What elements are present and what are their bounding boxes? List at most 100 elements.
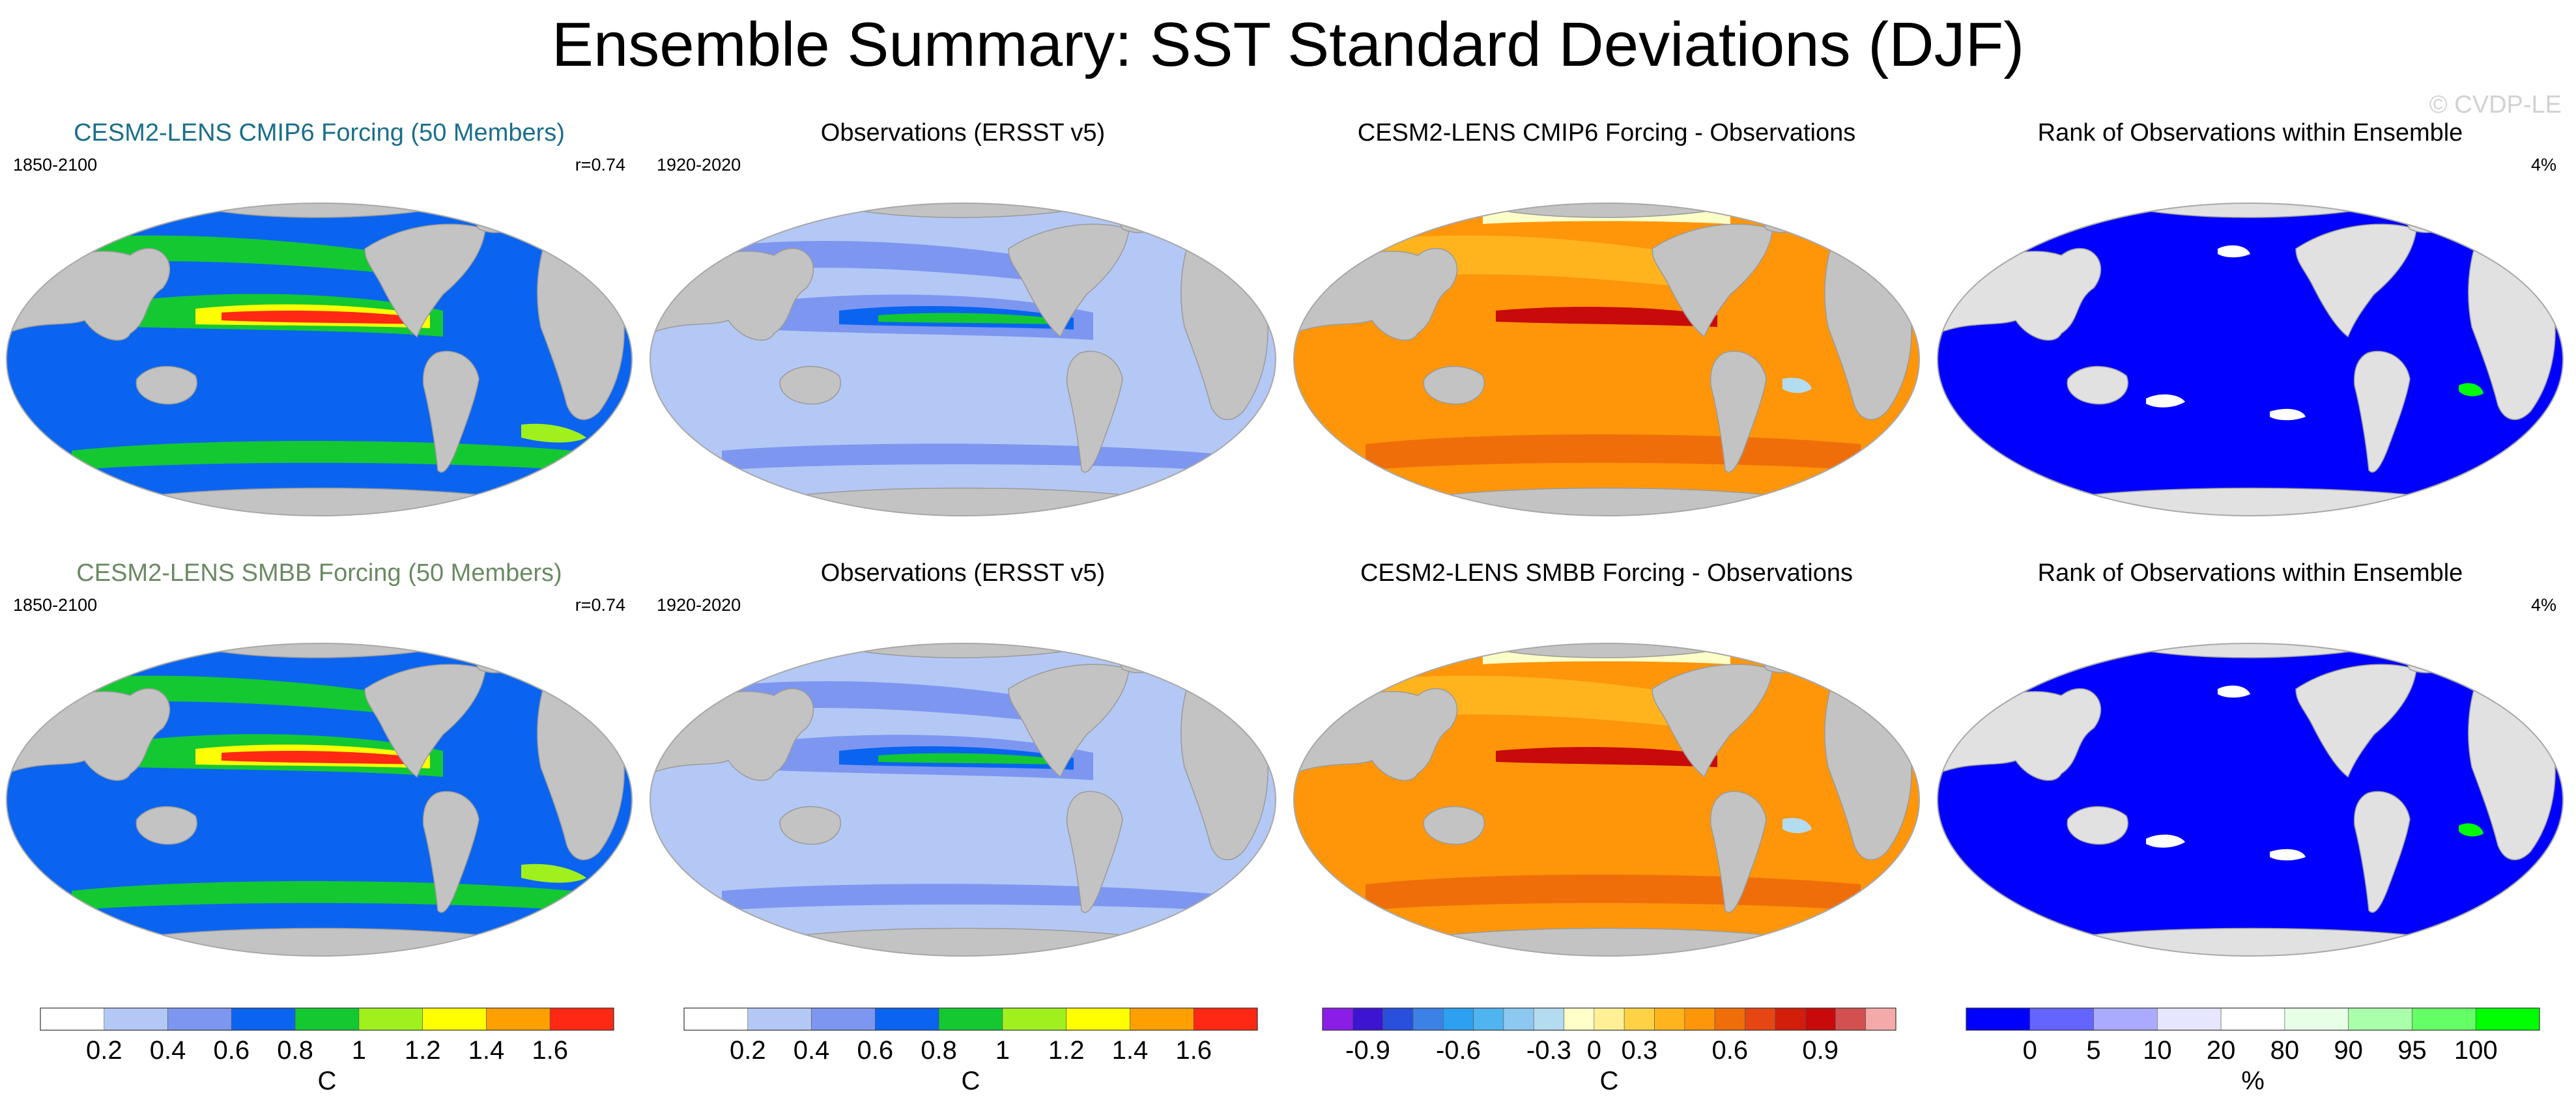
patch-white-2: [2270, 849, 2306, 861]
land-australia: [2067, 365, 2128, 405]
panel-title: Observations (ERSST v5): [820, 119, 1106, 147]
map-content: [1294, 203, 1919, 516]
map-obs-1: [650, 203, 1276, 516]
colorbar-tick-label: 95: [2397, 1036, 2427, 1065]
globe-outline: [650, 203, 1276, 516]
globe-outline: [1293, 203, 1920, 516]
colorbar-segment: [1352, 1007, 1383, 1031]
land-north-america: [2295, 664, 2417, 778]
panel-model-smbb: CESM2-LENS SMBB Forcing (50 Members) 185…: [0, 559, 638, 1002]
colorbar-rank-svg: 0 5 10 20 80 90 95 100: [1966, 1007, 2540, 1065]
colorbar-model-svg: 0.2 0.4 0.6 0.8 1 1.2 1.4 1.6: [40, 1007, 614, 1065]
colorbar-tick-label: 0: [2023, 1036, 2037, 1065]
colorbar-segment: [1002, 1007, 1066, 1031]
panel-title: Rank of Observations within Ensemble: [2037, 559, 2463, 587]
colorbar-segment: [40, 1007, 105, 1031]
colorbar-segment: [2157, 1007, 2222, 1031]
colorbar-tick-label: 0.6: [1711, 1036, 1748, 1065]
colorbar-obs-svg: 0.2 0.4 0.6 0.8 1 1.2 1.4 1.6: [683, 1007, 1258, 1065]
land-south-america: [1710, 350, 1767, 473]
colorbar-obs: 0.2 0.4 0.6 0.8 1 1.2 1.4 1.6 C: [683, 1007, 1258, 1106]
colorbar-segment: [1503, 1007, 1534, 1031]
colorbar-segment: [1066, 1007, 1130, 1031]
colorbar-segment: [1322, 1007, 1353, 1031]
map-content: [7, 643, 632, 956]
colorbar-segment: [167, 1007, 232, 1031]
land-antarctica: [102, 927, 536, 956]
land-south-america: [422, 350, 479, 473]
land-antarctica: [2033, 487, 2467, 516]
land-south-america: [1066, 350, 1123, 473]
band-enso-red: [222, 310, 423, 324]
colorbar-tick-label: 1.6: [1175, 1036, 1212, 1065]
patch-blue: [1782, 378, 1812, 393]
land-australia: [136, 806, 197, 845]
land-north-america: [2295, 223, 2417, 338]
land-antarctica: [1390, 487, 1824, 516]
patch-green: [2459, 383, 2483, 397]
colorbar-segment: [486, 1007, 551, 1031]
map-content: [650, 203, 1276, 516]
land-antarctica: [746, 487, 1180, 516]
land-australia: [1423, 365, 1485, 405]
colorbar-tick-label: 0.3: [1622, 1036, 1658, 1065]
globe-outline: [1937, 643, 2564, 957]
colorbar-tick-label: 20: [2207, 1036, 2236, 1065]
panel-diff-smbb: CESM2-LENS SMBB Forcing - Observations: [1287, 559, 1926, 1002]
period-label: 1850-2100: [13, 155, 98, 175]
land-antarctica: [746, 927, 1180, 956]
panel-title: Observations (ERSST v5): [820, 559, 1106, 587]
land-australia: [779, 365, 841, 405]
map-content: [1938, 203, 2563, 516]
map-obs-2: [650, 643, 1276, 957]
band-enso-green: [878, 753, 1061, 765]
colorbar-segment: [104, 1007, 168, 1031]
rank-percent-label: 4%: [2530, 595, 2556, 615]
colorbar-segment: [1966, 1007, 2031, 1031]
map-model-smbb: [6, 643, 633, 957]
colorbar-segment: [231, 1007, 296, 1031]
colorbar-unit: %: [2241, 1067, 2265, 1095]
colorbar-unit: C: [1599, 1067, 1619, 1095]
band-enso-red: [1496, 307, 1717, 327]
patch-white-1: [2146, 834, 2185, 848]
colorbar-tick-label: 80: [2270, 1036, 2300, 1065]
colorbar-tick-label: 100: [2454, 1036, 2498, 1065]
patch-white-1: [2146, 394, 2185, 408]
colorbar-tick-label: 1.2: [405, 1036, 441, 1065]
patch-white-2: [2270, 408, 2306, 421]
colorbar-segment: [747, 1007, 812, 1031]
colorbar-segment: [422, 1007, 487, 1031]
band-north-pacific: [39, 675, 404, 715]
land-south-america: [2353, 791, 2411, 913]
globe-outline: [1937, 203, 2564, 516]
colorbar-tick-label: 1.4: [468, 1036, 505, 1065]
colorbar-segment: [1130, 1007, 1194, 1031]
map-diff-smbb: [1293, 643, 1920, 957]
colorbar-tick-label: 10: [2143, 1036, 2172, 1065]
map-model-cmip6: [6, 203, 633, 516]
land-north-america: [364, 223, 486, 338]
land-north-america: [1652, 664, 1773, 778]
colorbar-model: 0.2 0.4 0.6 0.8 1 1.2 1.4 1.6 C: [40, 1007, 614, 1106]
colorbar-unit: C: [961, 1067, 980, 1095]
colorbar-segment: [1442, 1007, 1474, 1031]
patch-white-3: [2218, 245, 2250, 258]
colorbar-segment: [2348, 1007, 2412, 1031]
colorbar-segment: [1775, 1007, 1806, 1031]
colorbar-segment: [1412, 1007, 1444, 1031]
map-content: [650, 643, 1276, 956]
colorbar-tick-label: -0.3: [1526, 1036, 1571, 1065]
land-south-america: [1066, 791, 1123, 913]
colorbar-segment: [2412, 1007, 2476, 1031]
colorbar-segment: [1473, 1007, 1504, 1031]
colorbar-tick-label: 0: [1587, 1036, 1601, 1065]
colorbar-tick-label: 90: [2334, 1036, 2363, 1065]
colorbar-unit: C: [317, 1067, 337, 1095]
period-label: 1920-2020: [657, 155, 741, 175]
panel-title: CESM2-LENS SMBB Forcing (50 Members): [76, 559, 562, 587]
colorbar-segment: [1654, 1007, 1685, 1031]
colorbar-segment: [2029, 1007, 2094, 1031]
colorbar-tick-label: 0.4: [150, 1036, 186, 1065]
pattern-correlation: r=0.74: [575, 595, 625, 615]
